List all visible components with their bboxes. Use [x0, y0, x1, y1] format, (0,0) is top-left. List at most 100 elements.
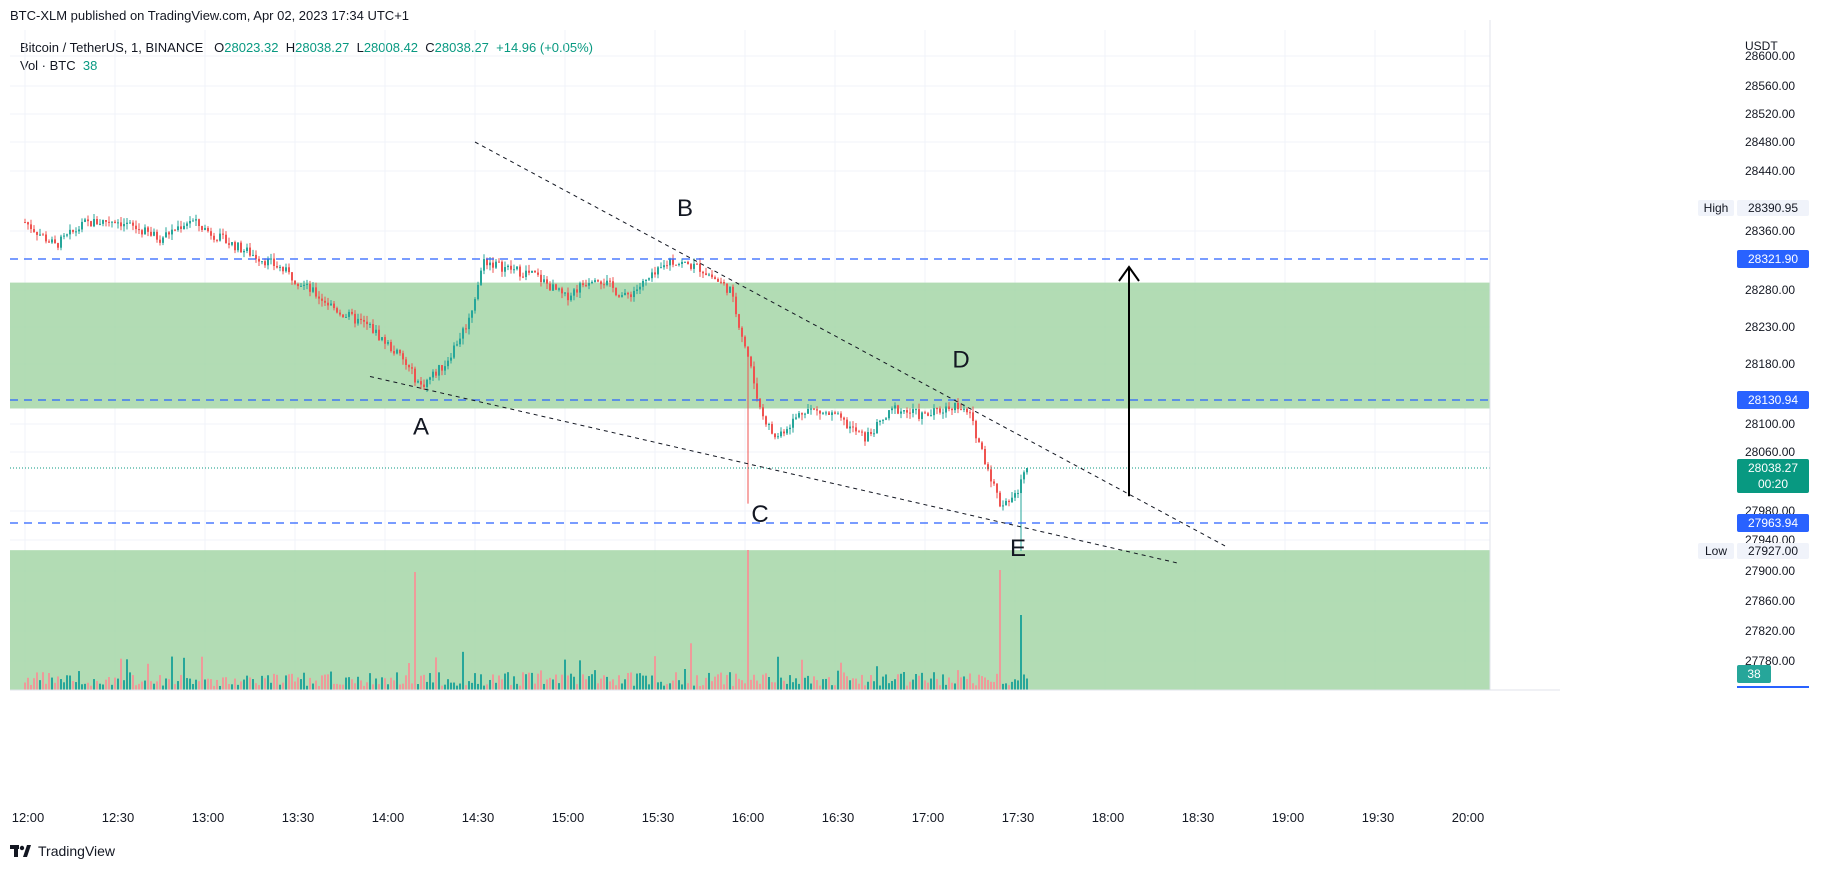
x-tick-label: 12:00 [12, 810, 45, 825]
candle-body [516, 266, 518, 270]
volume-label[interactable]: Vol · BTC [20, 58, 76, 73]
volume-bar [537, 673, 539, 690]
candle-body [342, 314, 344, 318]
candle-body [897, 405, 899, 414]
candle-body [411, 367, 413, 369]
candle-body [795, 417, 797, 419]
volume-bar [234, 678, 236, 690]
volume-bar [381, 677, 383, 690]
volume-bar [165, 678, 167, 690]
volume-bar [840, 662, 842, 690]
candle-body [807, 408, 809, 414]
candle-body [495, 261, 497, 268]
volume-bar [936, 678, 938, 690]
volume-bar [744, 683, 746, 690]
volume-bar [105, 679, 107, 690]
volume-bar [60, 679, 62, 690]
candle-body [105, 220, 107, 222]
candle-body [78, 229, 80, 232]
volume-bar [375, 678, 377, 690]
candle-body [735, 296, 737, 315]
candle-body [390, 342, 392, 352]
volume-bar [687, 683, 689, 690]
candle-body [762, 407, 764, 417]
price-tag-text: 28321.90 [1748, 252, 1798, 266]
volume-bar [888, 683, 890, 690]
candle-body [885, 418, 887, 420]
drawings[interactable] [10, 141, 1490, 565]
volume-bar [186, 678, 188, 690]
candle-body [837, 413, 839, 415]
time-axis[interactable]: 12:00 12:30 13:00 13:30 14:00 14:30 15:00 15:30… [10, 689, 1560, 825]
price-tag-box [1737, 391, 1809, 409]
volume-bar [291, 673, 293, 690]
volume-bar [576, 684, 578, 690]
volume-bar [927, 682, 929, 690]
candle-body [279, 266, 281, 268]
volume-bar [960, 677, 962, 690]
candle-body [435, 371, 437, 376]
volume-bar [267, 675, 269, 690]
candle-body [732, 286, 734, 297]
zone-rect [10, 282, 1490, 409]
volume-bar [459, 683, 461, 690]
candle-body [639, 286, 641, 290]
candle-body [588, 283, 590, 286]
volume-bar [276, 674, 278, 690]
candle-body [675, 264, 677, 266]
candle-body [135, 225, 137, 230]
y-tick-label: 28560.00 [1745, 79, 1795, 93]
volume-bar [759, 683, 761, 690]
volume-bar [771, 682, 773, 690]
volume-bar [297, 677, 299, 690]
candle-body [600, 281, 602, 285]
wave-label-b: B [677, 195, 693, 222]
candle-body [567, 292, 569, 301]
tradingview-brand[interactable]: TradingView [38, 843, 116, 859]
candle-body [72, 229, 74, 232]
candle-body [939, 408, 941, 413]
candle-body [69, 229, 71, 235]
volume-bar [555, 674, 557, 690]
candle-body [324, 300, 326, 303]
volume-bar [342, 684, 344, 690]
candle-body [255, 254, 257, 259]
y-tick-label: 28280.00 [1745, 283, 1795, 297]
candle-body [372, 324, 374, 333]
candle-body [1014, 493, 1016, 498]
volume-bar [954, 683, 956, 690]
volume-bar [816, 680, 818, 690]
volume-bar [192, 684, 194, 690]
volume-bar [255, 683, 257, 690]
candle-body [984, 448, 986, 465]
volume-bar [732, 685, 734, 690]
volume-bar [717, 674, 719, 690]
candle-body [621, 295, 623, 297]
candle-body [201, 226, 203, 230]
hl-value-box [1737, 200, 1809, 216]
volume-bar [168, 679, 170, 690]
volume-bar [705, 677, 707, 690]
volume-bar [900, 673, 902, 690]
candle-body [804, 413, 806, 415]
symbol-name[interactable]: Bitcoin / TetherUS, 1, BINANCE [20, 40, 204, 55]
volume-bar [951, 682, 953, 690]
volume-bar [882, 676, 884, 690]
volume-bar [189, 678, 191, 690]
y-tick-label: 28180.00 [1745, 357, 1795, 371]
last-price-box [1737, 459, 1809, 493]
candle-body [954, 402, 956, 411]
volume-bar [837, 670, 839, 690]
candle-body [780, 431, 782, 437]
x-tick-label: 16:00 [732, 810, 765, 825]
volume-bar [903, 672, 905, 690]
candle-body [957, 402, 959, 410]
volume-bar [411, 683, 413, 690]
candle-body [654, 272, 656, 275]
candle-body [399, 349, 401, 354]
volume-bar [786, 683, 788, 690]
volume-bar [24, 682, 26, 690]
tradingview-logo-icon [10, 845, 31, 857]
price-axis[interactable]: 28600.00 28560.00 28520.00 28480.00 28440.00… [1489, 0, 1795, 690]
